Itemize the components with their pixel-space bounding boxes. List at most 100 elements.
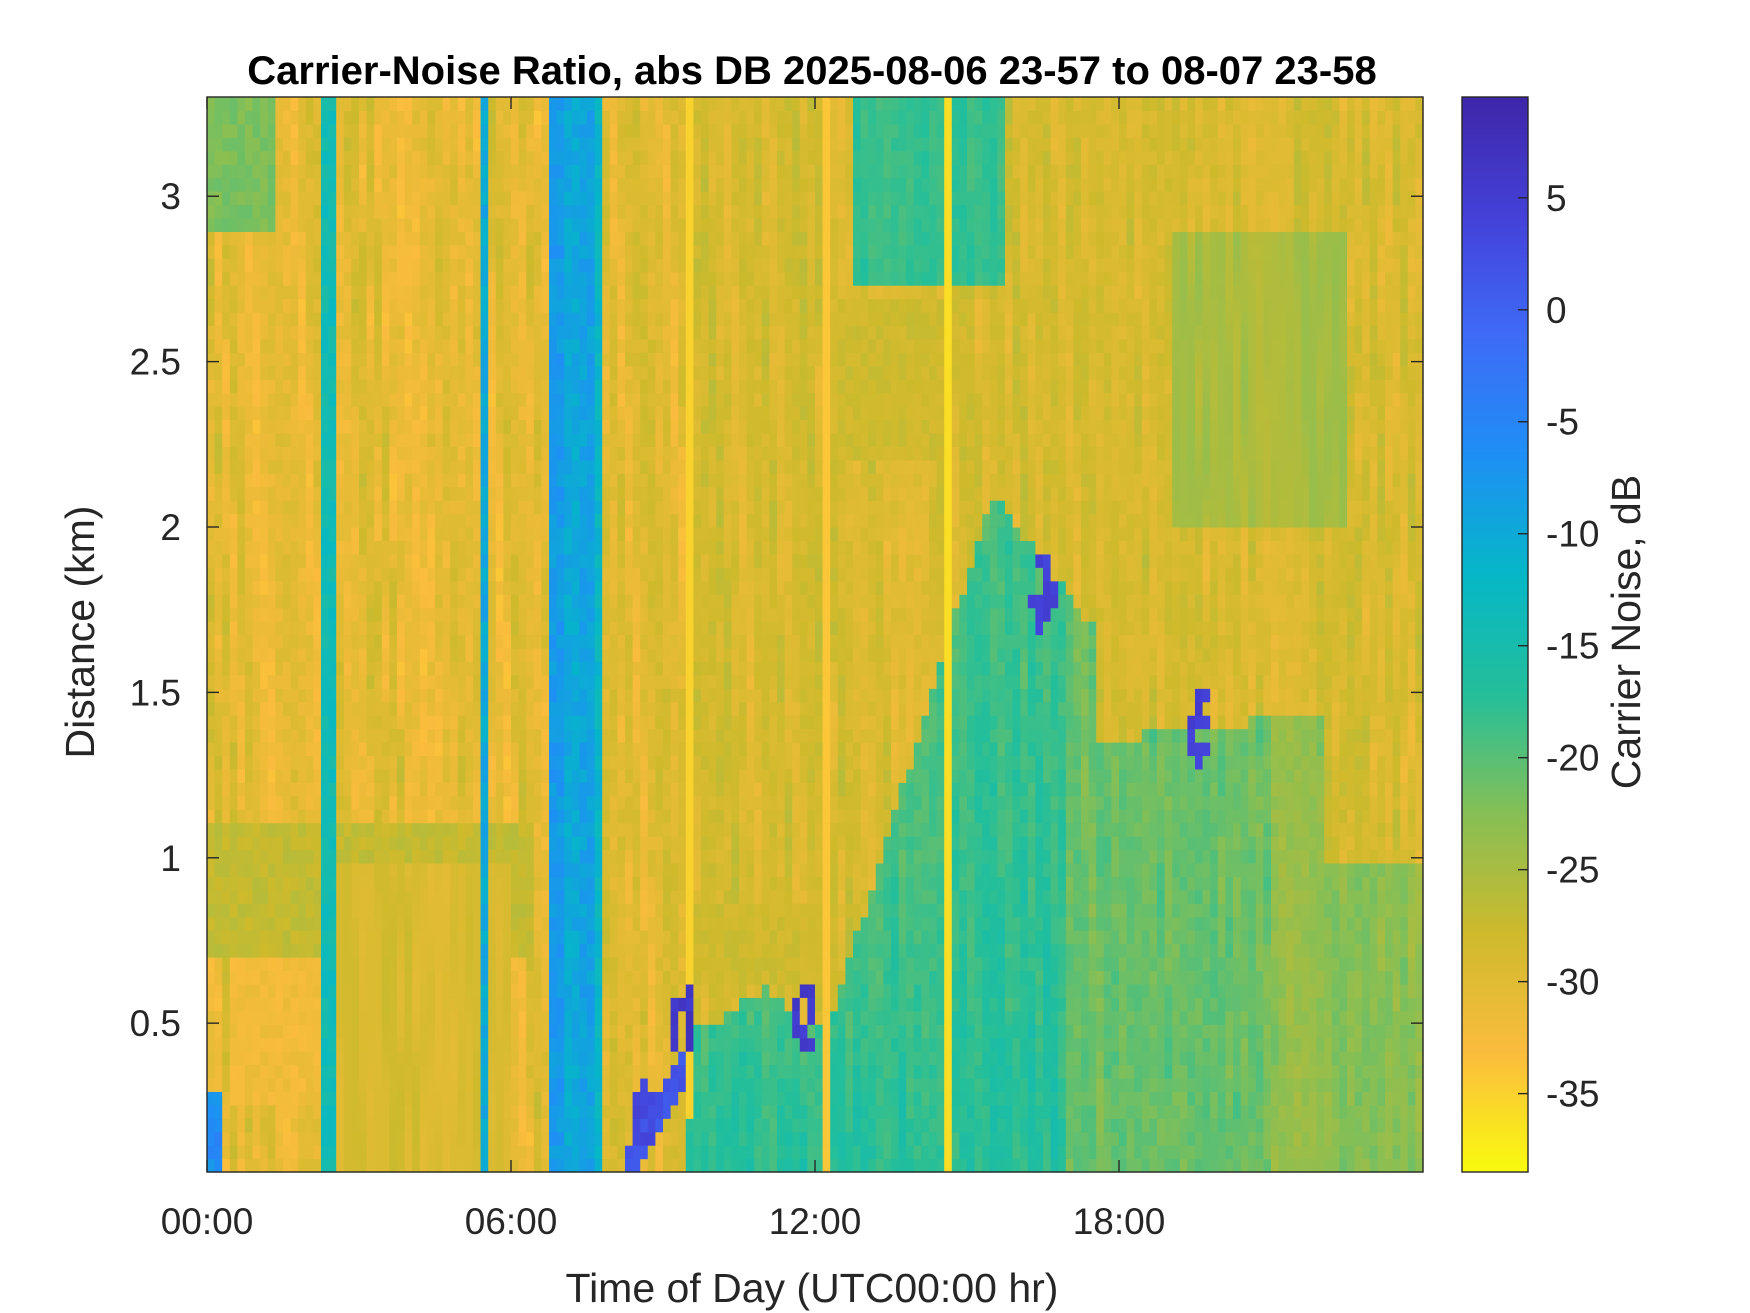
- heatmap-cell: [511, 903, 519, 917]
- heatmap-cell: [412, 339, 420, 353]
- heatmap-cell: [557, 1159, 565, 1173]
- heatmap-cell: [306, 231, 314, 245]
- heatmap-cell: [389, 688, 397, 702]
- heatmap-cell: [344, 742, 352, 756]
- heatmap-cell: [298, 648, 306, 662]
- heatmap-cell: [526, 366, 534, 380]
- heatmap-cell: [564, 151, 572, 165]
- heatmap-cell: [313, 621, 321, 635]
- heatmap-cell: [283, 1091, 291, 1105]
- heatmap-cell: [374, 984, 382, 998]
- heatmap-cell: [367, 473, 375, 487]
- heatmap-cell: [473, 366, 481, 380]
- heatmap-cell: [610, 299, 618, 313]
- heatmap-cell: [443, 917, 451, 931]
- heatmap-cell: [503, 729, 511, 743]
- heatmap-cell: [253, 742, 261, 756]
- heatmap-cell: [329, 729, 337, 743]
- heatmap-cell: [359, 191, 367, 205]
- heatmap-cell: [564, 554, 572, 568]
- heatmap-cell: [260, 594, 268, 608]
- heatmap-cell: [541, 984, 549, 998]
- heatmap-cell: [222, 890, 230, 904]
- heatmap-cell: [336, 984, 344, 998]
- heatmap-cell: [389, 957, 397, 971]
- heatmap-cell: [298, 258, 306, 272]
- heatmap-cell: [344, 729, 352, 743]
- heatmap-cell: [336, 1065, 344, 1079]
- heatmap-cell: [382, 124, 390, 138]
- heatmap-cell: [526, 137, 534, 151]
- heatmap-cell: [663, 325, 671, 339]
- heatmap-cell: [519, 863, 527, 877]
- heatmap-cell: [374, 850, 382, 864]
- heatmap-cell: [275, 567, 283, 581]
- heatmap-cell: [237, 1145, 245, 1159]
- heatmap-cell: [557, 487, 565, 501]
- heatmap-cell: [443, 944, 451, 958]
- heatmap-cell: [549, 151, 557, 165]
- heatmap-cell: [640, 433, 648, 447]
- heatmap-cell: [458, 890, 466, 904]
- heatmap-cell: [268, 218, 276, 232]
- heatmap-cell: [397, 823, 405, 837]
- heatmap-cell: [648, 1038, 656, 1052]
- heatmap-cell: [640, 755, 648, 769]
- heatmap-cell: [268, 944, 276, 958]
- heatmap-cell: [443, 500, 451, 514]
- heatmap-cell: [329, 473, 337, 487]
- heatmap-cell: [511, 446, 519, 460]
- heatmap-cell: [564, 299, 572, 313]
- heatmap-cell: [579, 796, 587, 810]
- heatmap-cell: [625, 809, 633, 823]
- heatmap-cell: [245, 433, 253, 447]
- heatmap-cell: [253, 984, 261, 998]
- heatmap-cell: [230, 823, 238, 837]
- heatmap-cell: [602, 1051, 610, 1065]
- heatmap-cell: [313, 339, 321, 353]
- heatmap-cell: [230, 1105, 238, 1119]
- heatmap-cell: [663, 285, 671, 299]
- heatmap-cell: [511, 876, 519, 890]
- heatmap-cell: [610, 850, 618, 864]
- heatmap-cell: [511, 339, 519, 353]
- heatmap-cell: [351, 554, 359, 568]
- heatmap-cell: [511, 272, 519, 286]
- heatmap-cell: [382, 218, 390, 232]
- heatmap-cell: [610, 540, 618, 554]
- heatmap-cell: [222, 1038, 230, 1052]
- heatmap-cell: [648, 769, 656, 783]
- heatmap-cell: [435, 514, 443, 528]
- heatmap-cell: [253, 621, 261, 635]
- heatmap-cell: [640, 1011, 648, 1025]
- heatmap-cell: [549, 514, 557, 528]
- heatmap-cell: [595, 500, 603, 514]
- heatmap-cell: [275, 540, 283, 554]
- heatmap-cell: [245, 1051, 253, 1065]
- heatmap-cell: [435, 325, 443, 339]
- heatmap-cell: [389, 514, 397, 528]
- heatmap-cell: [306, 970, 314, 984]
- heatmap-cell: [450, 688, 458, 702]
- heatmap-cell: [648, 715, 656, 729]
- heatmap-cell: [595, 1078, 603, 1092]
- heatmap-cell: [625, 137, 633, 151]
- heatmap-cell: [215, 299, 223, 313]
- heatmap-cell: [215, 1118, 223, 1132]
- heatmap-cell: [321, 178, 329, 192]
- heatmap-cell: [640, 702, 648, 716]
- heatmap-cell: [329, 742, 337, 756]
- heatmap-cell: [412, 809, 420, 823]
- heatmap-cell: [283, 379, 291, 393]
- heatmap-cell: [663, 299, 671, 313]
- heatmap-cell: [572, 1065, 580, 1079]
- heatmap-cell: [602, 809, 610, 823]
- heatmap-cell: [427, 581, 435, 595]
- heatmap-cell: [633, 325, 641, 339]
- heatmap-cell: [587, 97, 595, 111]
- heatmap-cell: [496, 930, 504, 944]
- heatmap-cell: [245, 984, 253, 998]
- heatmap-cell: [671, 433, 679, 447]
- heatmap-cell: [465, 661, 473, 675]
